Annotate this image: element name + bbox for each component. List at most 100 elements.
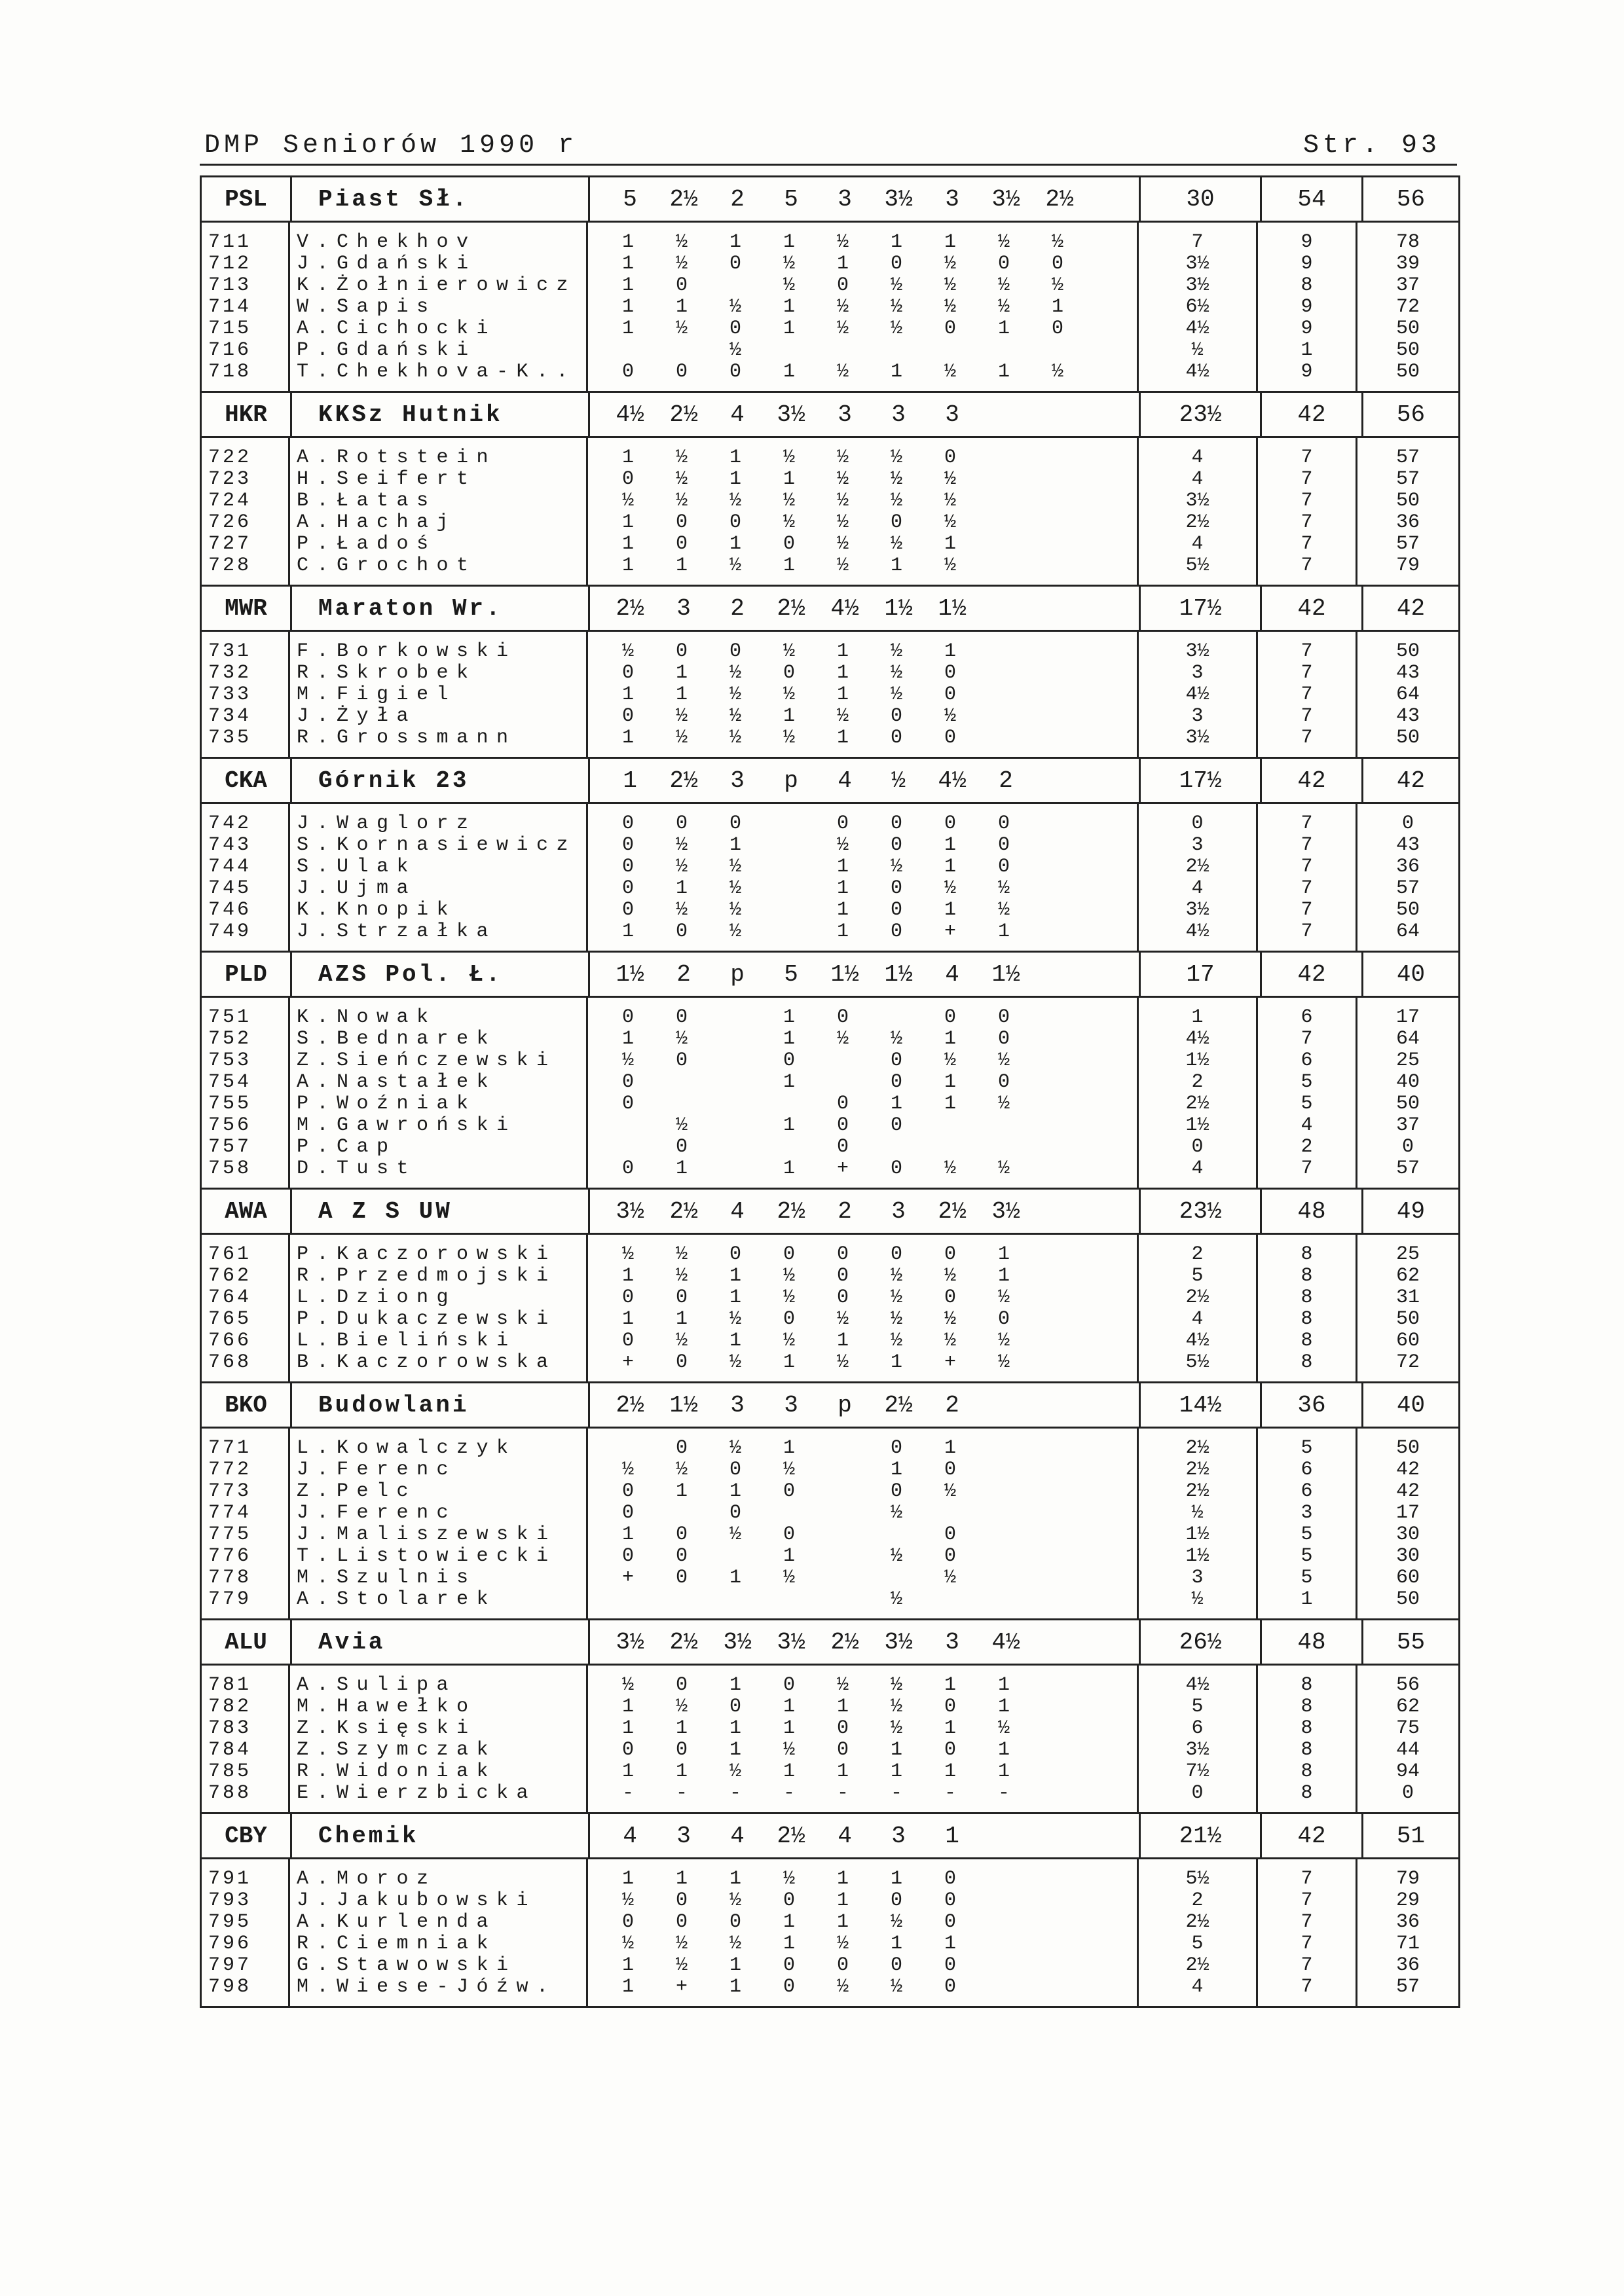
player-col3: 37 bbox=[1395, 1114, 1420, 1137]
player-results-row: ½ 0 ½ 0 1 0 0 bbox=[601, 1890, 1137, 1912]
player-id: 744 bbox=[208, 856, 252, 878]
player-results-row: 1 1 ½ 1 ½ 1 ½ bbox=[601, 555, 1137, 577]
player-name: Z.Sieńczewski bbox=[297, 1049, 557, 1072]
player-name: Z.Pelc bbox=[297, 1480, 417, 1503]
player-total-column: 3½ 3 4½ 3 3½ bbox=[1139, 632, 1258, 757]
player-id: 784 bbox=[208, 1739, 252, 1761]
player-name: R.Widoniak bbox=[297, 1760, 497, 1783]
player-col2: 7 bbox=[1301, 727, 1313, 749]
team-header-row: BKO Budowlani 2½ 1½ 3 3 p 2½ 2 14½ 36 40 bbox=[202, 1383, 1458, 1429]
player-result: 0 bbox=[890, 727, 902, 749]
player-name: M.Wiese-Jóźw. bbox=[297, 1976, 557, 1998]
player-total: 3½ bbox=[1185, 1739, 1209, 1761]
player-total: 2 bbox=[1191, 1243, 1204, 1266]
player-id: 757 bbox=[208, 1136, 252, 1158]
team-round-score: 3½ bbox=[723, 1628, 752, 1656]
player-total: 4 bbox=[1191, 468, 1204, 490]
team-name: KKSz Hutnik bbox=[292, 393, 590, 436]
player-result: 1 bbox=[675, 683, 688, 706]
player-result: ½ bbox=[836, 446, 849, 469]
player-results-row: 0 0 1 1 ½ bbox=[601, 1093, 1137, 1115]
player-result: 0 bbox=[675, 274, 688, 297]
player-id: 795 bbox=[208, 1911, 252, 1933]
player-result: 0 bbox=[997, 253, 1010, 275]
player-total: 4 bbox=[1191, 1976, 1204, 1998]
player-name-column: A.Rotstein H.Seifert B.Łatas A.Hachaj P.Łado… bbox=[290, 438, 588, 585]
player-id: 776 bbox=[208, 1545, 252, 1567]
player-total: 2½ bbox=[1185, 856, 1209, 878]
player-col3: 50 bbox=[1395, 1588, 1420, 1611]
player-result: 1 bbox=[783, 1071, 795, 1093]
player-id: 745 bbox=[208, 877, 252, 900]
player-result: ½ bbox=[783, 1286, 795, 1309]
player-result: 1 bbox=[783, 555, 795, 577]
player-id-column: 711 712 713 714 715 716 718 bbox=[202, 223, 290, 391]
player-col3: 50 bbox=[1395, 318, 1420, 340]
player-result: 0 bbox=[783, 1674, 795, 1696]
player-result: 0 bbox=[621, 1502, 634, 1524]
player-result: 0 bbox=[890, 1157, 902, 1180]
player-name: A.Kurlenda bbox=[297, 1911, 497, 1933]
team-round-score: 2½ bbox=[616, 594, 644, 622]
player-results-row: 1 1 ½ 1 1 1 1 1 bbox=[601, 1761, 1137, 1783]
player-result: 0 bbox=[890, 705, 902, 727]
player-total: 6 bbox=[1191, 1717, 1204, 1740]
player-results-row: 1 ½ 1 ½ ½ 1 0 bbox=[601, 1029, 1137, 1050]
player-result: 0 bbox=[997, 856, 1010, 878]
player-result: ½ bbox=[890, 1286, 902, 1309]
player-col2: 7 bbox=[1301, 877, 1313, 900]
player-col3: 36 bbox=[1395, 856, 1420, 878]
player-result: 1 bbox=[944, 640, 956, 663]
player-result: 1 bbox=[997, 920, 1010, 943]
player-result bbox=[709, 1137, 762, 1158]
player-results-row: 0 0 1 ½ 0 ½ 0 ½ bbox=[601, 1287, 1137, 1309]
player-result: 1 bbox=[729, 1265, 741, 1287]
player-id: 766 bbox=[208, 1330, 252, 1352]
player-total: ½ bbox=[1191, 339, 1204, 361]
player-result: 1 bbox=[729, 1286, 741, 1309]
player-name-column: A.Sulipa M.Hawełko Z.Księski Z.Szymczak R.Wi… bbox=[290, 1666, 588, 1812]
team-round-score: 1 bbox=[623, 767, 637, 794]
player-result: ½ bbox=[1051, 361, 1063, 383]
team-name: Avia bbox=[292, 1620, 590, 1664]
team-round-scores: 4 3 4 2½ 4 3 1 bbox=[590, 1814, 1141, 1857]
player-result: 0 bbox=[783, 533, 795, 555]
team-players-block: 731 732 733 734 735 F.Borkowski R.Skrobek M.Fig… bbox=[202, 632, 1458, 759]
player-col2: 7 bbox=[1301, 1157, 1313, 1180]
player-results-row: ½ ½ ½ ½ ½ ½ ½ bbox=[601, 490, 1137, 512]
player-result: ½ bbox=[997, 1286, 1010, 1309]
player-result bbox=[816, 1438, 870, 1459]
player-col2: 7 bbox=[1301, 1954, 1313, 1977]
player-col2: 5 bbox=[1301, 1523, 1313, 1546]
player-result: 0 bbox=[621, 812, 634, 835]
team-round-score: 2½ bbox=[830, 1628, 859, 1656]
team-round-score: 1½ bbox=[830, 960, 859, 988]
player-result: 0 bbox=[621, 1071, 634, 1093]
player-col2: 9 bbox=[1301, 253, 1313, 275]
player-result: 1 bbox=[836, 683, 849, 706]
player-total: 4 bbox=[1191, 533, 1204, 555]
team-round-score: 4½ bbox=[830, 594, 859, 622]
team-name: AZS Pol. Ł. bbox=[292, 953, 590, 996]
player-name: M.Figiel bbox=[297, 683, 457, 706]
player-name: R.Grossmann bbox=[297, 727, 517, 749]
player-col3: 50 bbox=[1395, 899, 1420, 921]
player-id-column: 781 782 783 784 785 788 bbox=[202, 1666, 290, 1812]
player-total: 3½ bbox=[1185, 253, 1209, 275]
player-name: J.Gdański bbox=[297, 253, 477, 275]
player-result: 0 bbox=[890, 1243, 902, 1266]
player-col3: 43 bbox=[1395, 705, 1420, 727]
player-name: P.Woźniak bbox=[297, 1093, 477, 1115]
player-result: 0 bbox=[621, 834, 634, 856]
player-result bbox=[762, 900, 816, 921]
player-result: 0 bbox=[944, 662, 956, 684]
player-id-column: 771 772 773 774 775 776 778 779 bbox=[202, 1429, 290, 1618]
player-result bbox=[870, 340, 923, 361]
player-result bbox=[816, 1050, 870, 1072]
team-col2: 42 bbox=[1262, 587, 1363, 630]
player-result bbox=[601, 1438, 655, 1459]
player-id: 781 bbox=[208, 1674, 252, 1696]
player-results-row: 0 ½ 1 ½ 1 ½ ½ ½ bbox=[601, 1330, 1137, 1352]
player-result: ½ bbox=[621, 1889, 634, 1912]
player-result: ½ bbox=[729, 877, 741, 900]
